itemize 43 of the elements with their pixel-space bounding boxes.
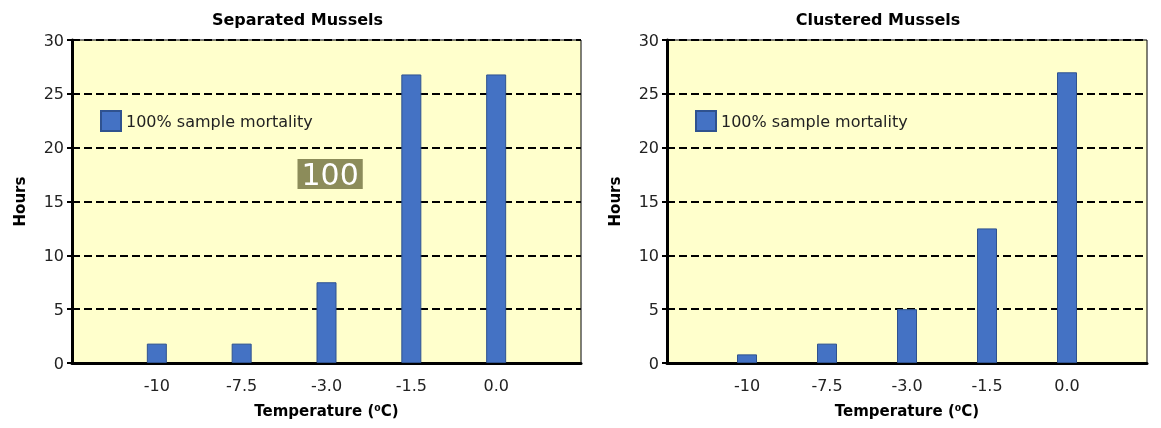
y-tick-label: 15: [43, 192, 64, 211]
bar: [897, 309, 917, 363]
bar: [817, 343, 837, 363]
x-axis-title: Temperature (⁰C): [254, 401, 399, 420]
x-tick-label: -10: [733, 375, 761, 395]
bar: [401, 74, 422, 363]
y-tick-label: 5: [53, 299, 64, 319]
bar: [146, 343, 167, 363]
chart-title: Separated Mussels: [211, 9, 384, 29]
y-tick-label: 15: [638, 192, 659, 211]
bar: [977, 228, 997, 363]
y-axis-title: Hours: [10, 176, 29, 227]
x-tick-label: 0.0: [1054, 375, 1080, 395]
x-tick-label: -3.0: [891, 375, 923, 395]
bar: [737, 354, 757, 363]
chart-title: Clustered Mussels: [795, 9, 961, 29]
y-tick-label: 30: [638, 30, 659, 50]
x-tick-label: -3.0: [310, 375, 343, 395]
y-tick-label: 0: [648, 353, 659, 373]
bar: [486, 74, 507, 363]
x-axis-title: Temperature (⁰C): [834, 401, 980, 420]
annotation: 100: [301, 156, 359, 192]
x-tick-label: 0.0: [483, 375, 509, 395]
bar: [316, 282, 337, 363]
y-tick-label: 30: [43, 30, 64, 50]
legend-label: 100% sample mortality: [126, 111, 313, 131]
x-tick-label: -1.5: [395, 375, 427, 395]
x-tick-label: -1.5: [971, 375, 1003, 395]
y-axis-title: Hours: [605, 176, 624, 227]
y-tick-label: 0: [53, 353, 64, 373]
y-tick-label: 25: [43, 84, 64, 104]
x-tick-label: -7.5: [811, 375, 843, 395]
x-tick-label: -7.5: [226, 375, 258, 395]
y-tick-label: 5: [648, 299, 659, 319]
y-tick-label: 10: [43, 245, 64, 265]
bar: [1057, 72, 1077, 363]
y-tick-label: 20: [638, 138, 659, 158]
legend-label: 100% sample mortality: [721, 111, 908, 131]
y-tick-label: 25: [638, 84, 659, 104]
y-tick-label: 20: [43, 138, 64, 158]
bar: [231, 343, 252, 363]
x-tick-label: -10: [143, 375, 170, 395]
y-tick-label: 10: [638, 245, 659, 265]
